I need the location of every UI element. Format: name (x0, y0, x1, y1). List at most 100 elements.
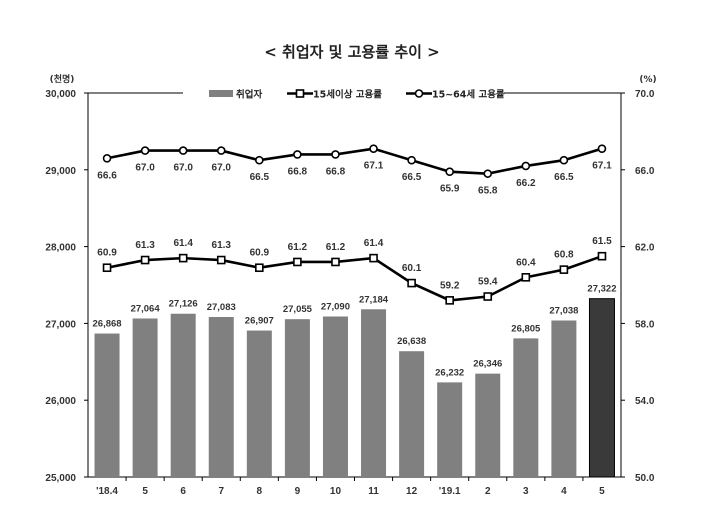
rate-15plus-marker (483, 292, 493, 301)
legend-background (183, 86, 504, 101)
rate-15to64-value-label: 65.9 (440, 184, 460, 195)
x-tick-label: 2 (485, 486, 491, 497)
rate-15plus-value-label: 60.9 (250, 248, 270, 259)
rate-15plus-marker (178, 253, 188, 263)
right-axis-unit: (%) (639, 75, 656, 85)
x-tick-label: 9 (295, 486, 301, 497)
employed-bar (208, 317, 234, 477)
x-tick-label: '19.1 (439, 486, 461, 497)
chart-title: < 취업자 및 고용률 추이 > (264, 43, 439, 61)
rate-15to64-value-label: 66.6 (97, 170, 117, 181)
rate-15plus-marker (559, 265, 569, 274)
employed-bar-label: 26,868 (93, 319, 122, 330)
legend-label-rate-15plus: 15세이상 고용률 (313, 89, 382, 101)
rate-15to64-value-label: 67.1 (364, 161, 384, 172)
rate-15to64-marker (597, 144, 607, 153)
rate-15plus-marker (521, 273, 531, 282)
right-tick-label: 50.0 (635, 473, 655, 484)
rate-15plus-value-label: 61.4 (364, 238, 384, 249)
right-tick-label: 62.0 (635, 243, 655, 254)
rate-15to64-marker (483, 169, 493, 178)
rate-15to64-value-label: 66.2 (516, 178, 536, 189)
rate-15to64-marker (255, 155, 264, 165)
rate-15to64-marker (521, 161, 531, 171)
rate-15plus-value-label: 61.3 (212, 240, 232, 251)
employed-bar-label: 26,638 (397, 336, 426, 347)
rate-15plus-marker (140, 255, 150, 265)
employed-bar-label: 27,090 (321, 301, 350, 312)
x-tick-label: 5 (142, 486, 148, 497)
employed-bar (588, 298, 615, 478)
employed-bar (361, 309, 387, 477)
left-tick-label: 28,000 (45, 243, 76, 254)
rate-15to64-marker (178, 146, 188, 155)
x-tick-label: 3 (523, 486, 529, 497)
employed-bar (246, 330, 272, 477)
rate-15to64-marker (216, 146, 226, 155)
employed-bar-label: 26,805 (511, 323, 541, 334)
bar-series-employed: 26,868 27,064 27,126 27,083 26,907 27,055 27,0… (93, 284, 616, 478)
rate-15to64-marker (102, 153, 112, 163)
rate-15plus-value-label: 61.3 (135, 240, 155, 251)
rate-15plus-marker (407, 278, 416, 288)
legend-marker-rate-15plus (295, 89, 305, 98)
x-tick-label: 7 (218, 486, 224, 497)
legend-label-employed: 취업자 (236, 89, 262, 101)
right-tick-label: 54.0 (635, 396, 655, 407)
rate-15to64-value-label: 66.8 (288, 166, 308, 177)
rate-15to64-value-label: 66.8 (326, 166, 346, 177)
x-tick-label: 5 (599, 486, 605, 497)
rate-15to64-marker (293, 150, 302, 159)
rate-15to64-value-label: 67.0 (173, 163, 193, 174)
right-tick-label: 70.0 (635, 89, 655, 100)
rate-15plus-value-label: 61.4 (173, 238, 193, 249)
employed-bar (513, 338, 539, 477)
legend: 취업자 15세이상 고용률 15~64세 고용률 (183, 86, 505, 101)
legend-swatch-employed (209, 90, 233, 97)
employed-bar-label: 27,055 (283, 304, 313, 315)
rate-15plus-value-label: 60.1 (402, 263, 422, 274)
rate-15plus-value-label: 61.5 (592, 236, 612, 247)
rate-15to64-line (106, 147, 603, 175)
rate-15to64-marker (369, 144, 378, 153)
rate-15to64-value-label: 66.5 (250, 172, 270, 183)
rate-15plus-marker (102, 263, 112, 273)
employed-bar (132, 318, 158, 477)
right-tick-label: 58.0 (635, 319, 655, 330)
rate-15plus-marker (255, 263, 264, 273)
employed-bar (551, 320, 577, 477)
rate-15plus-marker (369, 253, 378, 263)
rate-15plus-value-label: 60.4 (516, 257, 536, 268)
line-series: 60.9 61.3 61.4 61.3 60.9 61.2 61.2 61.4 60.1 59.2… (97, 144, 612, 305)
x-tick-label: 11 (368, 486, 379, 497)
rate-15plus-marker (216, 255, 226, 265)
employed-bar-label: 27,126 (169, 299, 198, 310)
rate-15to64-value-label: 66.5 (402, 172, 422, 183)
rate-15plus-line (106, 254, 603, 302)
rate-15plus-value-label: 59.4 (478, 277, 498, 288)
x-tick-label: '18.4 (96, 486, 118, 497)
employed-bar-label: 26,346 (473, 359, 502, 370)
rate-15plus-marker (597, 251, 607, 261)
rate-15to64-marker (140, 146, 150, 155)
employed-bar (284, 319, 310, 477)
employed-bar (475, 373, 501, 477)
employed-bar (399, 351, 425, 477)
rate-15plus-value-label: 60.9 (97, 248, 117, 259)
rate-15plus-value-label: 61.2 (326, 242, 346, 253)
rate-15to64-marker (407, 155, 416, 165)
left-axis-unit: (천명) (50, 73, 75, 85)
rate-15to64-value-label: 67.0 (135, 163, 155, 174)
left-tick-label: 29,000 (45, 166, 76, 177)
rate-15plus-value-label: 61.2 (288, 242, 308, 253)
rate-15plus-value-label: 59.2 (440, 280, 460, 291)
employed-bar-label: 27,038 (549, 305, 578, 316)
rate-15to64-marker (445, 167, 454, 177)
employed-bar (322, 316, 348, 477)
x-tick-label: 8 (257, 486, 263, 497)
left-tick-label: 27,000 (45, 319, 76, 330)
rate-15plus-marker (293, 257, 302, 267)
employed-bar-label: 26,232 (435, 367, 464, 378)
rate-15to64-value-label: 66.5 (554, 172, 574, 183)
